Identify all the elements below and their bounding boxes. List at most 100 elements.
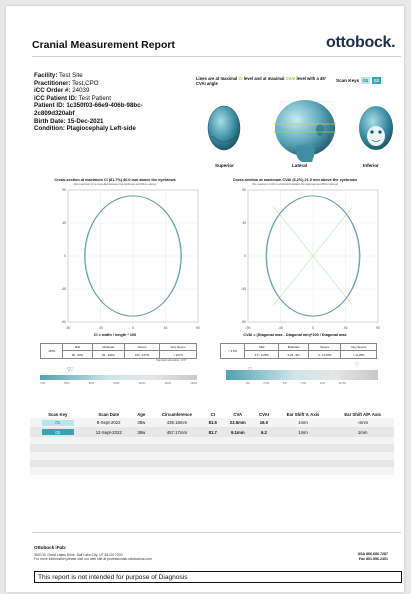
practitioner-value: Test,CPO — [72, 79, 99, 87]
cvai-sev-moderate: Moderate — [278, 342, 310, 352]
ci-tick: 130% — [190, 382, 197, 385]
cell-circumference: 439.18mm — [150, 418, 204, 428]
brand-dot: . — [391, 34, 396, 51]
cell-ci: 81.7 — [203, 427, 223, 437]
cvai-chart-title: Cross-section at maximum CVAI (6.2%) 21.… — [232, 178, 358, 182]
empty-row — [30, 459, 394, 468]
cell-ear-shift-ap: -4mm — [331, 418, 394, 428]
cvai-marker-01: ▽ — [355, 362, 359, 368]
cvai-tick: 0% — [246, 382, 250, 385]
scan-key-02[interactable]: 02 — [372, 77, 382, 84]
practitioner-label: Practitioner: — [34, 79, 71, 87]
cell-cva: 9.1mm — [222, 427, 254, 437]
patient-id-label: Patient ID: — [34, 102, 65, 110]
scan-key-badge[interactable]: 01 — [41, 419, 74, 426]
y-tick-label: 90 — [242, 188, 246, 192]
ci-cross-section-chart: -90 -45 0 45 90 90 45 0 -45 -90 — [61, 188, 200, 330]
y-tick-label: 90 — [62, 188, 66, 192]
cvai-chart-subtitle: (the maximum CVAI is computed between th… — [251, 183, 339, 186]
col-cvai: CVAI — [258, 411, 269, 417]
inferior-label: Inferior — [363, 163, 379, 168]
brand-name: ottobock — [326, 34, 392, 51]
ci-sev-mild: Mild — [62, 342, 93, 352]
x-tick-label: -45 — [98, 326, 103, 330]
note-prefix: Lines are at maximal — [196, 76, 239, 81]
col-circumference: Circumference — [161, 411, 192, 417]
scan-key-badge[interactable]: 02 — [41, 428, 74, 436]
x-tick-label: 90 — [196, 326, 200, 330]
cvai-sev-normal: < 3.5% — [219, 343, 246, 359]
cvai-sev-very-severe: Very Severe — [340, 342, 377, 352]
cell-scan-date: 8-Sept-2022 — [85, 418, 132, 428]
phone-fax: Fax 801.956.2401 — [358, 556, 388, 561]
birth-date-value: 15-Dec-2021 — [67, 117, 104, 125]
note-mid: level and at maximal — [242, 76, 286, 81]
note-cvai: CVAI — [285, 76, 296, 81]
report-page: Cranial Measurement Report ottobock. Fac… — [6, 6, 404, 592]
x-tick-label: 90 — [376, 326, 380, 330]
contour-series — [265, 195, 361, 317]
scan-key-01[interactable]: 01 — [361, 77, 371, 84]
head-views — [207, 100, 393, 162]
footer-phones: USA 866.686.7287 Fax 801.956.2401 — [358, 552, 388, 561]
cell-cvai: 16.0 — [253, 418, 275, 428]
ci-range-moderate: 93 - 100% — [91, 350, 126, 359]
cell-ear-shift-ap: 1mm — [331, 427, 394, 437]
col-scan-key: Scan Key — [48, 411, 68, 417]
icc-order-value: 24039 — [72, 87, 90, 95]
cvai-range-very-severe: > 11.25% — [340, 350, 377, 359]
cvai-range-mild: 3.5 - 6.25% — [244, 350, 280, 359]
x-tick-label: 0 — [132, 326, 134, 330]
x-tick-label: 0 — [312, 326, 314, 330]
birth-date-label: Birth Date: — [34, 117, 66, 125]
cvai-tick: 10% — [319, 382, 325, 385]
empty-row — [30, 444, 394, 452]
ci-severity-scale — [40, 375, 197, 380]
ci-chart-title: Cross-section at maximum CI (81.7%) 40.0… — [54, 178, 176, 182]
cvai-severity-table: < 3.5% Mild Moderate Severe Very Severe … — [219, 342, 377, 359]
ci-tick: 70% — [40, 382, 46, 385]
cvai-severity-scale — [226, 370, 378, 380]
scan-keys-label: Scan Keys — [336, 78, 360, 83]
note-suffix: level with a 45° CVAI angle — [196, 76, 327, 87]
x-tick-label: -45 — [278, 326, 283, 330]
x-tick-label: 45 — [344, 326, 348, 330]
col-ear-shift-ap: Ear Shift A/P. Axis — [344, 411, 381, 417]
table-row: 02 12-Sept-2022 38w 457.17mm 81.7 9.1mm … — [30, 427, 394, 437]
empty-row — [30, 451, 394, 460]
ci-range-very-severe: > 107% — [159, 350, 197, 359]
col-cva: CVA — [233, 411, 243, 417]
icc-patient-value: Test Patient — [78, 94, 111, 102]
y-tick-label: 0 — [64, 254, 66, 258]
x-tick-label: 45 — [164, 326, 168, 330]
lines-note: Lines are at maximal CI level and at max… — [196, 76, 336, 86]
cell-scan-key[interactable]: 01 — [30, 418, 86, 428]
footer-info: For more information please visit our we… — [34, 557, 152, 562]
header-divider — [32, 56, 401, 57]
ci-chart-subtitle: (the maximum CI is computed between the … — [73, 183, 157, 186]
superior-view — [207, 105, 241, 151]
lateral-label: Lateral — [292, 163, 308, 168]
table-row: 01 8-Sept-2022 38w 439.18mm 81.5 23.5mm … — [30, 418, 394, 428]
col-age: Age — [137, 411, 146, 417]
report-title: Cranial Measurement Report — [32, 39, 175, 51]
cvai-tick: 5% — [282, 382, 287, 385]
ci-sev-normal: <85% — [39, 343, 64, 359]
icc-order-label: iCC Order #: — [34, 87, 71, 95]
cvai-scale-ticks: 0% 2.5% 5% 7.5% 10% 12.5% — [246, 382, 346, 385]
footer-divider — [32, 532, 401, 533]
disclaimer: This report is not intended for purpose … — [34, 571, 402, 583]
patient-info: Facility: Test Site Practitioner: Test,C… — [34, 72, 194, 133]
cell-scan-key[interactable]: 02 — [30, 427, 86, 437]
footer-address-block: 3820 W. Great Lakes Drive, Salt Lake Cit… — [34, 553, 152, 562]
cvai-sev-severe: Severe — [308, 342, 342, 352]
x-tick-label: -90 — [66, 326, 71, 330]
y-tick-label: -90 — [241, 320, 246, 324]
ci-formula: CI = width / length * 100 — [93, 333, 137, 337]
cell-ci: 81.5 — [203, 418, 223, 428]
cvai-range-severe: 9 - 11.25% — [308, 350, 342, 359]
ci-tick: 80% — [64, 382, 70, 385]
x-tick-label: -90 — [246, 326, 251, 330]
ci-tick: 120% — [164, 382, 172, 385]
footer-address: 3820 W. Great Lakes Drive, Salt Lake Cit… — [34, 553, 123, 557]
